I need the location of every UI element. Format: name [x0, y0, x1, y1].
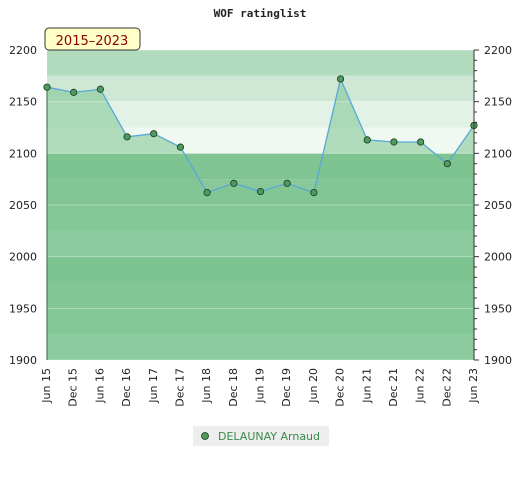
area-fill	[47, 78, 474, 360]
x-tick-label: Dec 15	[67, 368, 80, 407]
y-tick-label-left: 2200	[9, 44, 37, 57]
x-tick-label: Dec 17	[173, 368, 186, 407]
y-tick-label-left: 1950	[9, 302, 37, 315]
x-tick-label: Jun 17	[147, 368, 160, 404]
data-point	[310, 189, 318, 197]
y-axis-left: 1900 1950 2000 2050 2100 2150 2200	[9, 44, 37, 367]
series-area	[47, 78, 474, 360]
x-tick-label: Dec 16	[120, 368, 133, 407]
x-tick-label: Jun 19	[254, 368, 267, 404]
data-point	[96, 85, 104, 93]
background-band	[47, 50, 474, 76]
x-tick-label: Jun 20	[307, 368, 320, 404]
x-tick-label: Jun 18	[200, 368, 213, 404]
x-tick-label: Jun 16	[93, 368, 106, 404]
y-tick-label-right: 1900	[484, 354, 512, 367]
y-tick-label-left: 2100	[9, 147, 37, 160]
period-badge-text: 2015–2023	[56, 34, 129, 49]
legend-marker	[201, 432, 209, 440]
x-tick-label: Dec 18	[227, 368, 240, 407]
y-tick-label-right: 2050	[484, 199, 512, 212]
legend: DELAUNAY Arnaud	[193, 426, 329, 446]
data-point	[363, 136, 371, 144]
y-tick-label-right: 1950	[484, 302, 512, 315]
data-point	[123, 133, 131, 141]
y-tick-label-left: 2050	[9, 199, 37, 212]
data-point	[230, 179, 238, 187]
x-tick-label: Jun 21	[360, 368, 373, 404]
x-tick-label: Dec 19	[280, 368, 293, 407]
background-band	[47, 75, 474, 102]
data-point	[203, 189, 211, 197]
y-axis-right: 1900 1950 2000 2050 2100 2150 2200	[473, 44, 512, 367]
data-point	[256, 187, 265, 196]
data-point	[43, 83, 51, 91]
y-tick-label-right: 2100	[484, 147, 512, 160]
legend-label: DELAUNAY Arnaud	[218, 430, 320, 443]
data-point	[70, 88, 78, 96]
data-point	[390, 138, 398, 146]
gridlines	[46, 49, 474, 361]
x-tick-label: Dec 22	[440, 368, 453, 407]
period-badge: 2015–2023	[44, 27, 141, 51]
data-point	[176, 143, 185, 151]
y-tick-label-left: 2000	[9, 251, 37, 264]
data-point	[283, 179, 291, 187]
y-tick-label-left: 2150	[9, 96, 37, 109]
x-tick-label: Jun 23	[467, 368, 480, 404]
x-tick-label: Dec 21	[387, 368, 400, 407]
y-tick-label-right: 2000	[484, 251, 512, 264]
data-point	[336, 75, 345, 83]
x-axis: Jun 15 Dec 15 Jun 16 Dec 16 Jun 17 Dec 17 Jun …	[40, 368, 480, 407]
x-tick-label: Dec 20	[334, 368, 347, 407]
chart-title: WOF ratinglist	[214, 7, 307, 20]
data-point	[150, 130, 158, 138]
y-tick-label-left: 1900	[9, 354, 37, 367]
x-tick-label: Jun 22	[414, 368, 427, 404]
x-tick-label: Jun 15	[40, 368, 53, 404]
data-point	[417, 138, 425, 146]
y-tick-label-right: 2150	[484, 96, 512, 109]
y-tick-label-right: 2200	[484, 44, 512, 57]
data-point	[443, 160, 451, 168]
